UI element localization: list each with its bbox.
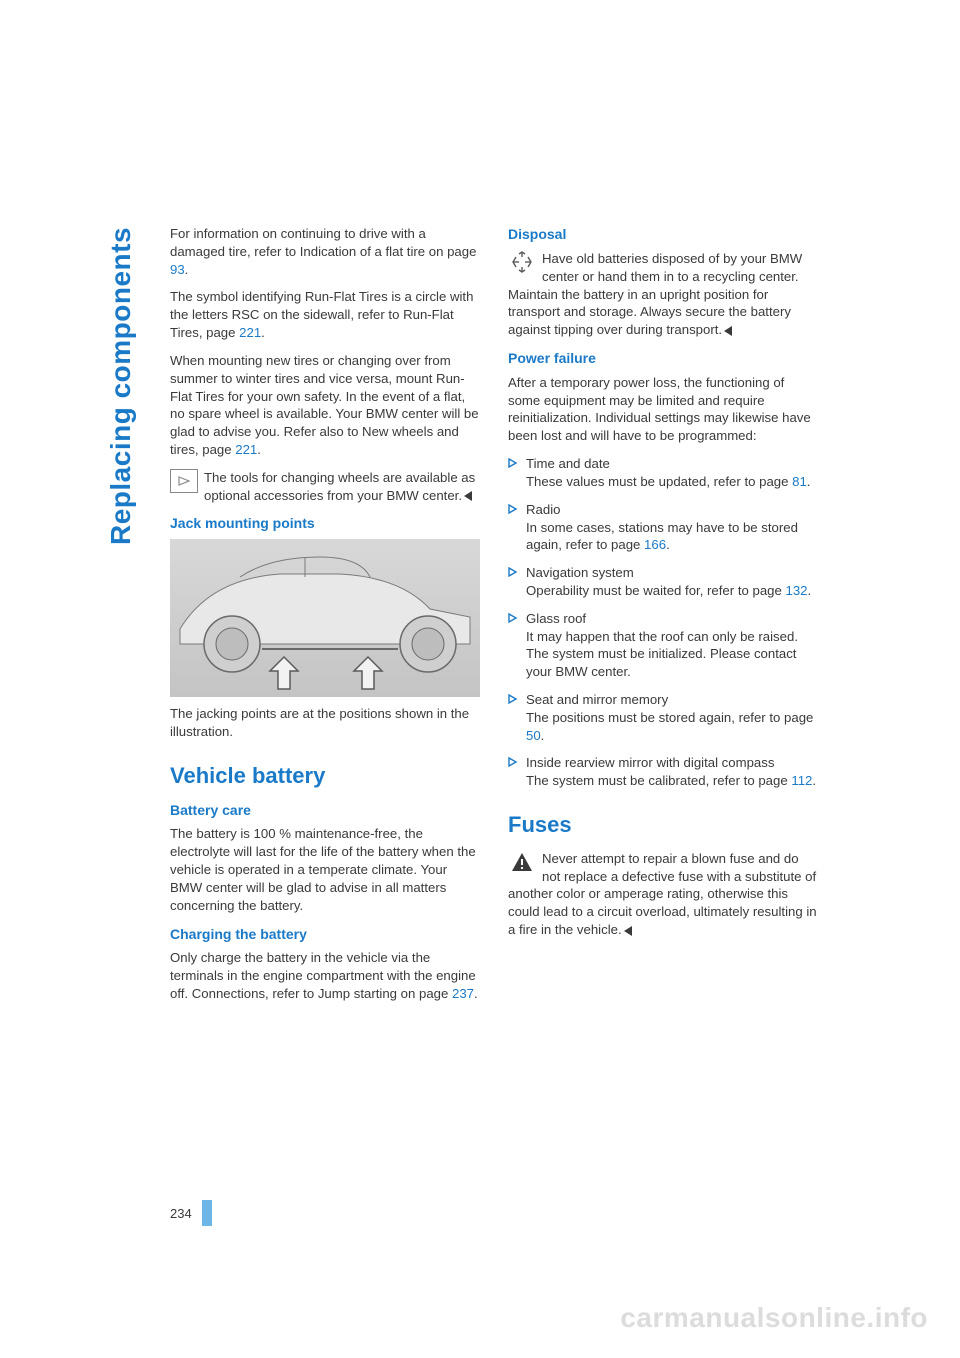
list-item-text: The positions must be stored again, refe… (526, 709, 818, 745)
text: . (185, 262, 189, 277)
note-box: The tools for changing wheels are availa… (170, 469, 480, 505)
page-link[interactable]: 93 (170, 262, 185, 277)
text: It may happen that the roof can only be … (526, 629, 798, 680)
page-number: 234 (170, 1200, 212, 1226)
page-link[interactable]: 50 (526, 728, 541, 743)
bullet-icon (508, 610, 526, 681)
bullet-icon (508, 754, 526, 790)
text: . (812, 773, 816, 788)
text: Have old batteries disposed of by your B… (508, 251, 802, 337)
text: . (474, 986, 478, 1001)
text: When mounting new tires or changing over… (170, 353, 479, 457)
heading-power-failure: Power failure (508, 349, 818, 368)
warning-icon (508, 850, 536, 874)
list-item-title: Radio (526, 501, 818, 519)
text: . (666, 537, 670, 552)
list-item-body: RadioIn some cases, stations may have to… (526, 501, 818, 554)
heading-charging-battery: Charging the battery (170, 925, 480, 944)
list-item-body: Time and dateThese values must be update… (526, 455, 818, 491)
heading-fuses: Fuses (508, 810, 818, 840)
left-column: For information on continuing to drive w… (170, 225, 480, 1013)
list-item-title: Glass roof (526, 610, 818, 628)
text: . (257, 442, 261, 457)
list-item-body: Navigation systemOperability must be wai… (526, 564, 818, 600)
list-item: Inside rearview mirror with digital comp… (508, 754, 818, 790)
list-item-text: Operability must be waited for, refer to… (526, 582, 818, 600)
paragraph: When mounting new tires or changing over… (170, 352, 480, 459)
right-column: Disposal Have old batteries disposed of … (508, 225, 818, 1013)
power-failure-list: Time and dateThese values must be update… (508, 455, 818, 790)
fuses-text: Never attempt to repair a blown fuse and… (508, 850, 818, 939)
end-mark-icon (724, 326, 732, 336)
bullet-icon (508, 501, 526, 554)
list-item-text: These values must be updated, refer to p… (526, 473, 818, 491)
end-mark-icon (624, 926, 632, 936)
bullet-icon (508, 455, 526, 491)
text: Operability must be waited for, refer to… (526, 583, 786, 598)
heading-disposal: Disposal (508, 225, 818, 244)
jack-points-illustration (170, 539, 480, 697)
list-item: Seat and mirror memoryThe positions must… (508, 691, 818, 744)
list-item: Time and dateThese values must be update… (508, 455, 818, 491)
heading-jack-points: Jack mounting points (170, 514, 480, 533)
charging-text: Only charge the battery in the vehicle v… (170, 949, 480, 1002)
bullet-icon (508, 564, 526, 600)
text: . (808, 583, 812, 598)
battery-care-text: The battery is 100 % maintenance-free, t… (170, 825, 480, 914)
power-intro: After a temporary power loss, the functi… (508, 374, 818, 445)
page-link[interactable]: 112 (791, 773, 812, 788)
page-number-value: 234 (170, 1206, 192, 1221)
text: . (807, 474, 811, 489)
recycle-icon (508, 250, 536, 274)
text: . (261, 325, 265, 340)
list-item: RadioIn some cases, stations may have to… (508, 501, 818, 554)
list-item-title: Navigation system (526, 564, 818, 582)
jack-caption: The jacking points are at the positions … (170, 705, 480, 741)
list-item-title: Time and date (526, 455, 818, 473)
text: Never attempt to repair a blown fuse and… (508, 851, 817, 937)
list-item-text: The system must be calibrated, refer to … (526, 772, 818, 790)
page-link[interactable]: 221 (239, 325, 261, 340)
text: These values must be updated, refer to p… (526, 474, 792, 489)
list-item-title: Inside rearview mirror with digital comp… (526, 754, 818, 772)
list-item-text: It may happen that the roof can only be … (526, 628, 818, 681)
list-item-body: Glass roofIt may happen that the roof ca… (526, 610, 818, 681)
heading-vehicle-battery: Vehicle battery (170, 761, 480, 791)
page-link[interactable]: 237 (452, 986, 474, 1001)
text: The symbol identifying Run-Flat Tires is… (170, 289, 473, 340)
list-item-text: In some cases, stations may have to be s… (526, 519, 818, 555)
heading-battery-care: Battery care (170, 801, 480, 820)
side-section-title: Replacing components (105, 227, 137, 545)
page-link[interactable]: 132 (786, 583, 808, 598)
text: The positions must be stored again, refe… (526, 710, 813, 725)
list-item-title: Seat and mirror memory (526, 691, 818, 709)
list-item: Glass roofIt may happen that the roof ca… (508, 610, 818, 681)
text: For information on continuing to drive w… (170, 226, 476, 259)
page-link[interactable]: 221 (235, 442, 257, 457)
list-item-body: Seat and mirror memoryThe positions must… (526, 691, 818, 744)
end-mark-icon (464, 491, 472, 501)
text: Only charge the battery in the vehicle v… (170, 950, 476, 1001)
list-item: Navigation systemOperability must be wai… (508, 564, 818, 600)
bullet-icon (508, 691, 526, 744)
note-icon (170, 469, 198, 493)
list-item-body: Inside rearview mirror with digital comp… (526, 754, 818, 790)
page-content: For information on continuing to drive w… (170, 225, 818, 1013)
note-text: The tools for changing wheels are availa… (204, 470, 475, 503)
paragraph: The symbol identifying Run-Flat Tires is… (170, 288, 480, 341)
watermark: carmanualsonline.info (620, 1302, 928, 1334)
text: The system must be calibrated, refer to … (526, 773, 791, 788)
text: . (541, 728, 545, 743)
paragraph: For information on continuing to drive w… (170, 225, 480, 278)
page-link[interactable]: 81 (792, 474, 807, 489)
page-link[interactable]: 166 (644, 537, 666, 552)
page-number-bar (202, 1200, 212, 1226)
disposal-text: Have old batteries disposed of by your B… (508, 250, 818, 339)
